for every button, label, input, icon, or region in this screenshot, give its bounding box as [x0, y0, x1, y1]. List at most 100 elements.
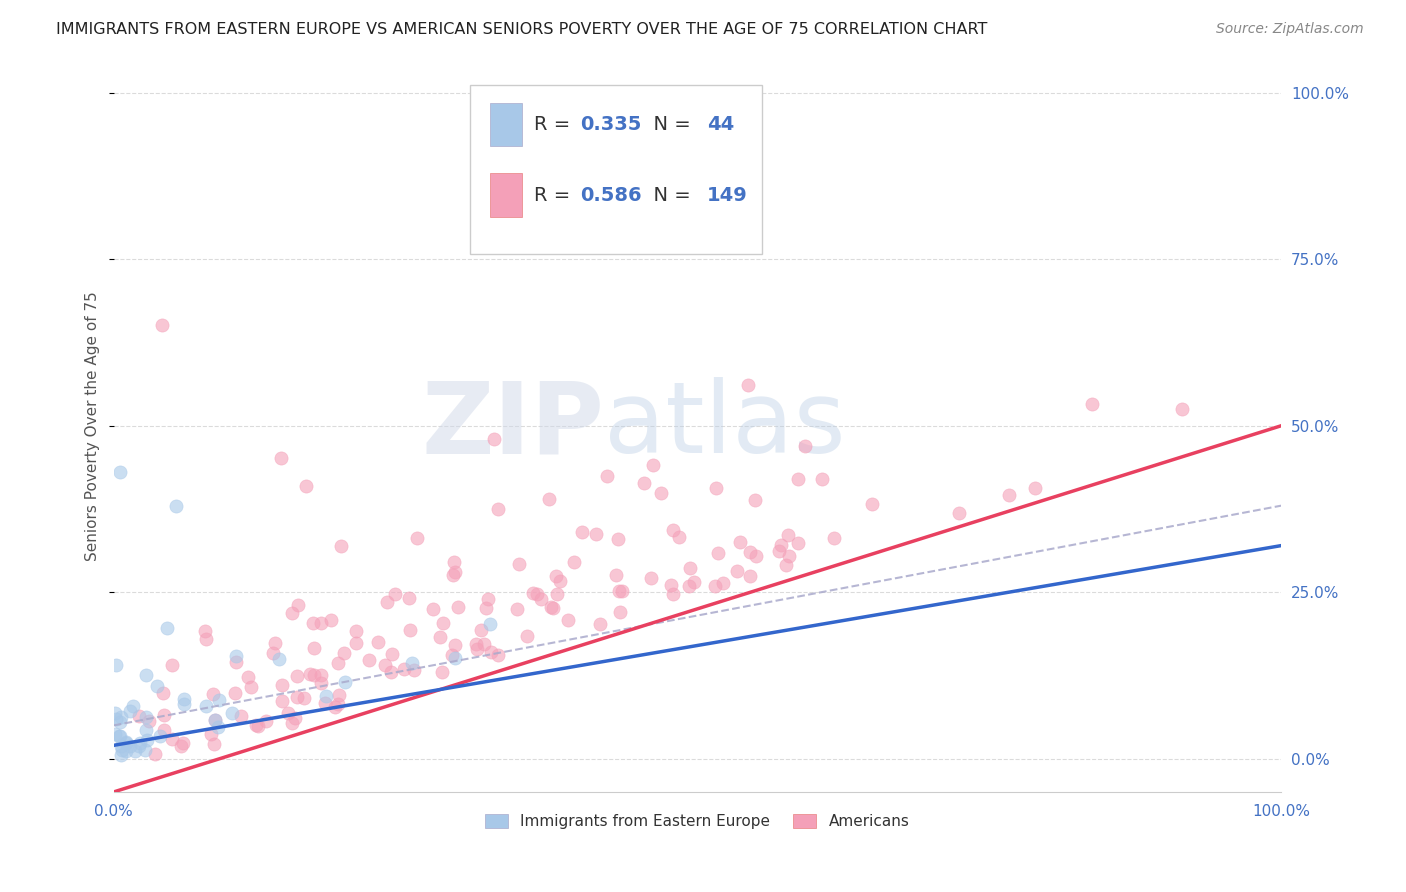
Point: [605, 568, 627, 582]
Point: [787, 536, 810, 550]
Point: [725, 564, 748, 578]
Point: [153, 707, 176, 722]
Point: [285, 669, 308, 683]
Point: [404, 663, 426, 677]
Point: [208, 692, 231, 706]
Text: R =: R =: [534, 186, 576, 205]
Point: [104, 727, 127, 741]
Point: [811, 473, 834, 487]
Point: [683, 574, 706, 589]
Point: [769, 538, 792, 552]
Point: [138, 714, 160, 728]
Point: [309, 615, 332, 630]
Text: 0.586: 0.586: [581, 186, 643, 205]
Point: [309, 667, 332, 681]
Point: [335, 675, 357, 690]
Point: [302, 668, 325, 682]
Point: [172, 736, 194, 750]
Point: [744, 493, 766, 508]
Point: [443, 555, 465, 569]
Point: [662, 523, 685, 537]
Point: [315, 690, 337, 704]
Point: [472, 636, 495, 650]
Point: [465, 637, 488, 651]
Point: [738, 569, 761, 583]
Point: [108, 729, 131, 743]
Point: [145, 680, 167, 694]
Point: [284, 711, 307, 725]
Point: [110, 748, 132, 763]
Point: [384, 587, 406, 601]
Point: [128, 709, 150, 723]
Point: [526, 587, 548, 601]
Point: [262, 646, 284, 660]
Point: [271, 694, 294, 708]
Point: [135, 667, 157, 681]
Point: [225, 648, 247, 663]
Text: 0.335: 0.335: [581, 115, 643, 134]
Point: [285, 690, 308, 705]
Point: [299, 667, 322, 681]
Text: N =: N =: [641, 186, 697, 205]
Point: [745, 549, 768, 564]
Point: [201, 687, 224, 701]
Point: [128, 739, 150, 753]
Point: [200, 726, 222, 740]
Point: [546, 568, 568, 582]
Point: [202, 737, 225, 751]
Point: [786, 472, 808, 486]
Point: [470, 624, 492, 638]
Point: [377, 595, 399, 609]
Point: [589, 617, 612, 632]
Point: [432, 616, 454, 631]
Point: [374, 658, 396, 673]
Point: [516, 629, 538, 643]
Text: 44: 44: [707, 115, 734, 134]
FancyBboxPatch shape: [489, 103, 522, 146]
Legend: Immigrants from Eastern Europe, Americans: Immigrants from Eastern Europe, American…: [479, 808, 915, 836]
Point: [479, 617, 502, 632]
Point: [422, 601, 444, 615]
Text: 149: 149: [707, 186, 748, 205]
Point: [124, 743, 146, 757]
Point: [160, 657, 183, 672]
Point: [173, 691, 195, 706]
Point: [311, 676, 333, 690]
Y-axis label: Seniors Poverty Over the Age of 75: Seniors Poverty Over the Age of 75: [86, 291, 100, 561]
Point: [541, 601, 564, 615]
Point: [165, 499, 187, 513]
Point: [254, 714, 277, 728]
Point: [287, 598, 309, 612]
Point: [135, 709, 157, 723]
Point: [779, 549, 801, 563]
Point: [640, 571, 662, 585]
Point: [239, 680, 262, 694]
Point: [357, 653, 380, 667]
FancyBboxPatch shape: [489, 173, 522, 218]
Point: [110, 739, 132, 754]
Point: [540, 600, 562, 615]
Point: [740, 545, 762, 559]
Point: [333, 647, 356, 661]
Point: [679, 560, 702, 574]
Point: [441, 568, 464, 582]
Point: [264, 636, 287, 650]
Point: [1171, 401, 1194, 416]
Point: [465, 641, 488, 656]
Point: [108, 729, 131, 743]
Point: [447, 600, 470, 615]
Point: [538, 492, 561, 507]
Point: [294, 479, 316, 493]
Point: [508, 558, 530, 572]
Point: [280, 715, 302, 730]
Point: [704, 481, 727, 495]
Point: [441, 648, 464, 663]
Point: [823, 531, 845, 545]
Point: [659, 578, 682, 592]
Point: [711, 575, 734, 590]
Point: [323, 699, 346, 714]
Point: [149, 729, 172, 743]
Point: [730, 534, 752, 549]
Point: [1081, 397, 1104, 411]
Point: [479, 645, 502, 659]
